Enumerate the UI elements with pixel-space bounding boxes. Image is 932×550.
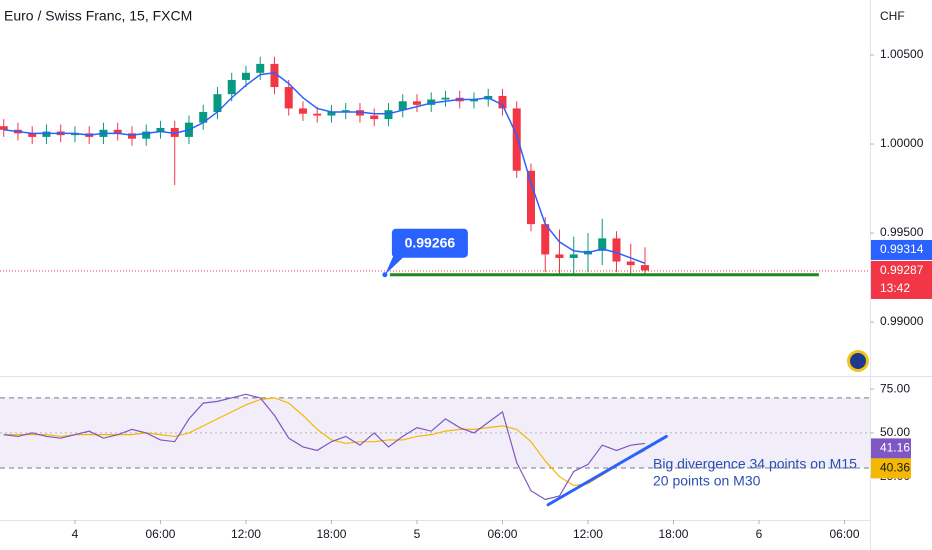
- y-tick-label: 0.99000: [880, 314, 924, 328]
- candle-body: [398, 101, 407, 111]
- candle-body: [412, 101, 421, 105]
- rsi-ma-tag: [871, 458, 911, 479]
- chart-title: Euro / Swiss Franc, 15, FXCM: [4, 8, 192, 24]
- y-tick-label: 1.00000: [880, 136, 924, 150]
- x-tick-label: 18:00: [316, 527, 346, 541]
- x-tick-label: 12:00: [231, 527, 261, 541]
- moving-average: [3, 72, 646, 265]
- candle-body: [555, 254, 564, 258]
- candle-body: [498, 95, 507, 109]
- price-tag: [871, 260, 932, 299]
- candle-body: [526, 170, 535, 225]
- x-tick-label: 18:00: [658, 527, 688, 541]
- countdown-label: 13:42: [880, 281, 910, 295]
- candle-body: [28, 133, 37, 137]
- candle-body: [298, 108, 307, 114]
- candle-body: [0, 126, 8, 130]
- x-tick-label: 06:00: [829, 527, 859, 541]
- series-line: [3, 397, 646, 487]
- rsi-ma-tag-label: 40.36: [880, 461, 910, 475]
- y-tick-label: 50.00: [880, 425, 910, 439]
- candle-body: [640, 265, 649, 271]
- candle-body: [598, 238, 607, 251]
- callout-box: [391, 228, 468, 258]
- y-tick-label: 1.00500: [880, 47, 924, 61]
- candle-body: [541, 224, 550, 255]
- trend-line: [546, 434, 668, 507]
- candle-body: [355, 110, 364, 116]
- candle-body: [241, 72, 250, 80]
- x-tick-label: 5: [414, 527, 421, 541]
- candle-body: [127, 133, 136, 139]
- candle-body: [42, 131, 51, 137]
- candle-body: [512, 108, 521, 171]
- candle-body: [384, 110, 393, 120]
- candle-body: [142, 131, 151, 139]
- candle-body: [569, 254, 578, 258]
- series-line: [3, 393, 646, 501]
- candle-body: [256, 63, 265, 73]
- candle-body: [441, 97, 450, 100]
- callout-pointer: [384, 254, 404, 275]
- rsi-tag: [871, 438, 911, 459]
- candle-body: [156, 128, 165, 132]
- annotation-text: 20 points on M30: [653, 473, 761, 489]
- candle-body: [170, 128, 179, 137]
- annotation-text: Big divergence 34 points on M15: [653, 456, 857, 472]
- candle-body: [213, 94, 222, 112]
- callout-text: 0.99266: [405, 234, 456, 250]
- candle-body: [469, 99, 478, 102]
- ma-tag-label: 0.99314: [880, 242, 924, 256]
- candle-body: [113, 129, 122, 134]
- price-tag-label: 0.99287: [880, 263, 924, 277]
- candle-body: [327, 111, 336, 116]
- candle-body: [427, 99, 436, 105]
- candle-body: [370, 115, 379, 120]
- x-tick-label: 06:00: [487, 527, 517, 541]
- y-tick-label: 75.00: [880, 381, 910, 395]
- globe-icon[interactable]: [847, 350, 869, 372]
- x-tick-label: 12:00: [573, 527, 603, 541]
- x-tick-label: 4: [72, 527, 79, 541]
- candle-body: [199, 111, 208, 123]
- candle-body: [626, 261, 635, 266]
- candle-body: [341, 110, 350, 112]
- x-tick-label: 6: [756, 527, 763, 541]
- globe: [850, 353, 866, 369]
- candle-body: [270, 63, 279, 88]
- candle-body: [284, 87, 293, 109]
- ma-tag: [871, 239, 932, 260]
- candle-body: [313, 113, 322, 116]
- rsi-tag-label: 41.16: [880, 441, 910, 455]
- unit-label: CHF: [880, 9, 905, 23]
- y-tick-label: 0.99500: [880, 225, 924, 239]
- x-tick-label: 06:00: [145, 527, 175, 541]
- candle-body: [227, 79, 236, 95]
- candle-body: [70, 133, 79, 136]
- candle-body: [612, 238, 621, 262]
